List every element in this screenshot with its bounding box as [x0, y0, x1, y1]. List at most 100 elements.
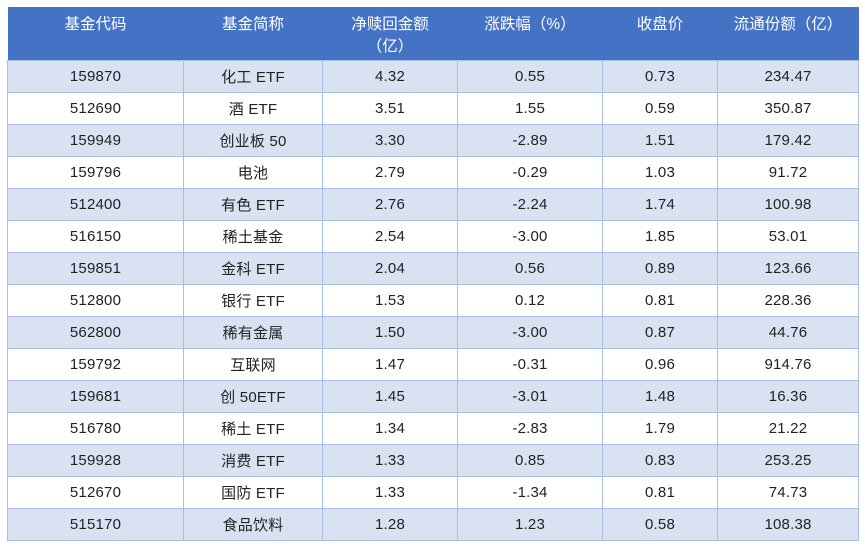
cell-close-price: 1.79	[602, 411, 718, 445]
table-row: 516150 稀土基金 2.54 -3.00 1.85 53.01	[7, 219, 859, 253]
cell-circulating-shares: 44.76	[717, 315, 859, 349]
table-row: 512800 银行 ETF 1.53 0.12 0.81 228.36	[7, 283, 859, 317]
cell-fund-name: 创 50ETF	[183, 379, 323, 413]
cell-fund-name: 稀土 ETF	[183, 411, 323, 445]
cell-close-price: 0.81	[602, 283, 718, 317]
cell-fund-code: 159792	[7, 347, 184, 381]
table-body: 159870 化工 ETF 4.32 0.55 0.73 234.47 512690 酒 ET…	[7, 59, 859, 541]
cell-circulating-shares: 108.38	[717, 507, 859, 541]
cell-circulating-shares: 100.98	[717, 187, 859, 221]
cell-fund-code: 159949	[7, 123, 184, 157]
cell-fund-name: 消费 ETF	[183, 443, 323, 477]
cell-fund-code: 159870	[7, 59, 184, 93]
cell-net-redemption: 1.28	[322, 507, 458, 541]
cell-circulating-shares: 74.73	[717, 475, 859, 509]
table-row: 159870 化工 ETF 4.32 0.55 0.73 234.47	[7, 59, 859, 93]
cell-fund-code: 562800	[7, 315, 184, 349]
cell-close-price: 0.96	[602, 347, 718, 381]
cell-change-pct: -3.01	[457, 379, 603, 413]
cell-fund-name: 电池	[183, 155, 323, 189]
header-fund-name: 基金简称	[183, 7, 323, 60]
cell-fund-name: 银行 ETF	[183, 283, 323, 317]
cell-change-pct: -2.89	[457, 123, 603, 157]
cell-change-pct: 0.55	[457, 59, 603, 93]
cell-close-price: 0.73	[602, 59, 718, 93]
table-row: 512670 国防 ETF 1.33 -1.34 0.81 74.73	[7, 475, 859, 509]
cell-change-pct: -2.24	[457, 187, 603, 221]
cell-change-pct: -3.00	[457, 219, 603, 253]
cell-fund-code: 159681	[7, 379, 184, 413]
cell-net-redemption: 1.34	[322, 411, 458, 445]
cell-change-pct: -3.00	[457, 315, 603, 349]
table-row: 159792 互联网 1.47 -0.31 0.96 914.76	[7, 347, 859, 381]
cell-circulating-shares: 179.42	[717, 123, 859, 157]
cell-fund-name: 酒 ETF	[183, 91, 323, 125]
cell-circulating-shares: 253.25	[717, 443, 859, 477]
cell-net-redemption: 3.30	[322, 123, 458, 157]
table-row: 515170 食品饮料 1.28 1.23 0.58 108.38	[7, 507, 859, 541]
cell-net-redemption: 1.33	[322, 475, 458, 509]
cell-change-pct: -2.83	[457, 411, 603, 445]
cell-fund-code: 512800	[7, 283, 184, 317]
header-close-price: 收盘价	[602, 7, 718, 60]
cell-net-redemption: 1.45	[322, 379, 458, 413]
cell-net-redemption: 1.47	[322, 347, 458, 381]
table-row: 512690 酒 ETF 3.51 1.55 0.59 350.87	[7, 91, 859, 125]
cell-net-redemption: 2.54	[322, 219, 458, 253]
cell-circulating-shares: 350.87	[717, 91, 859, 125]
cell-fund-code: 512400	[7, 187, 184, 221]
cell-change-pct: 1.55	[457, 91, 603, 125]
cell-fund-name: 创业板 50	[183, 123, 323, 157]
table-row: 159928 消费 ETF 1.33 0.85 0.83 253.25	[7, 443, 859, 477]
cell-net-redemption: 3.51	[322, 91, 458, 125]
table-row: 159851 金科 ETF 2.04 0.56 0.89 123.66	[7, 251, 859, 285]
cell-close-price: 0.89	[602, 251, 718, 285]
header-fund-code: 基金代码	[7, 7, 184, 60]
cell-fund-name: 稀有金属	[183, 315, 323, 349]
cell-circulating-shares: 21.22	[717, 411, 859, 445]
table-row: 159796 电池 2.79 -0.29 1.03 91.72	[7, 155, 859, 189]
cell-net-redemption: 2.04	[322, 251, 458, 285]
cell-close-price: 1.48	[602, 379, 718, 413]
cell-fund-name: 食品饮料	[183, 507, 323, 541]
cell-circulating-shares: 234.47	[717, 59, 859, 93]
cell-close-price: 1.74	[602, 187, 718, 221]
cell-fund-name: 国防 ETF	[183, 475, 323, 509]
fund-redemption-table: 基金代码 基金简称 净赎回金额 （亿） 涨跌幅（%） 收盘价 流通份额（亿） 1…	[7, 7, 859, 541]
header-circulating-shares: 流通份额（亿）	[717, 7, 859, 60]
cell-fund-code: 159796	[7, 155, 184, 189]
cell-close-price: 1.51	[602, 123, 718, 157]
cell-fund-code: 159851	[7, 251, 184, 285]
cell-fund-code: 512690	[7, 91, 184, 125]
table-header: 基金代码 基金简称 净赎回金额 （亿） 涨跌幅（%） 收盘价 流通份额（亿）	[7, 7, 859, 60]
cell-close-price: 0.87	[602, 315, 718, 349]
cell-change-pct: 0.56	[457, 251, 603, 285]
table-row: 512400 有色 ETF 2.76 -2.24 1.74 100.98	[7, 187, 859, 221]
cell-close-price: 0.83	[602, 443, 718, 477]
header-change-pct: 涨跌幅（%）	[457, 7, 603, 60]
cell-circulating-shares: 53.01	[717, 219, 859, 253]
cell-circulating-shares: 123.66	[717, 251, 859, 285]
cell-circulating-shares: 914.76	[717, 347, 859, 381]
cell-circulating-shares: 91.72	[717, 155, 859, 189]
fund-redemption-table-container: 基金代码 基金简称 净赎回金额 （亿） 涨跌幅（%） 收盘价 流通份额（亿） 1…	[7, 7, 859, 541]
cell-fund-code: 159928	[7, 443, 184, 477]
table-row: 516780 稀土 ETF 1.34 -2.83 1.79 21.22	[7, 411, 859, 445]
cell-circulating-shares: 228.36	[717, 283, 859, 317]
header-row: 基金代码 基金简称 净赎回金额 （亿） 涨跌幅（%） 收盘价 流通份额（亿）	[7, 7, 859, 60]
cell-change-pct: -0.31	[457, 347, 603, 381]
cell-net-redemption: 1.50	[322, 315, 458, 349]
cell-fund-name: 化工 ETF	[183, 59, 323, 93]
cell-change-pct: 0.85	[457, 443, 603, 477]
cell-fund-code: 516780	[7, 411, 184, 445]
table-row: 562800 稀有金属 1.50 -3.00 0.87 44.76	[7, 315, 859, 349]
cell-net-redemption: 2.76	[322, 187, 458, 221]
cell-change-pct: -0.29	[457, 155, 603, 189]
cell-fund-name: 稀土基金	[183, 219, 323, 253]
cell-close-price: 1.03	[602, 155, 718, 189]
cell-net-redemption: 4.32	[322, 59, 458, 93]
cell-close-price: 0.59	[602, 91, 718, 125]
cell-fund-name: 互联网	[183, 347, 323, 381]
cell-change-pct: 0.12	[457, 283, 603, 317]
cell-change-pct: -1.34	[457, 475, 603, 509]
